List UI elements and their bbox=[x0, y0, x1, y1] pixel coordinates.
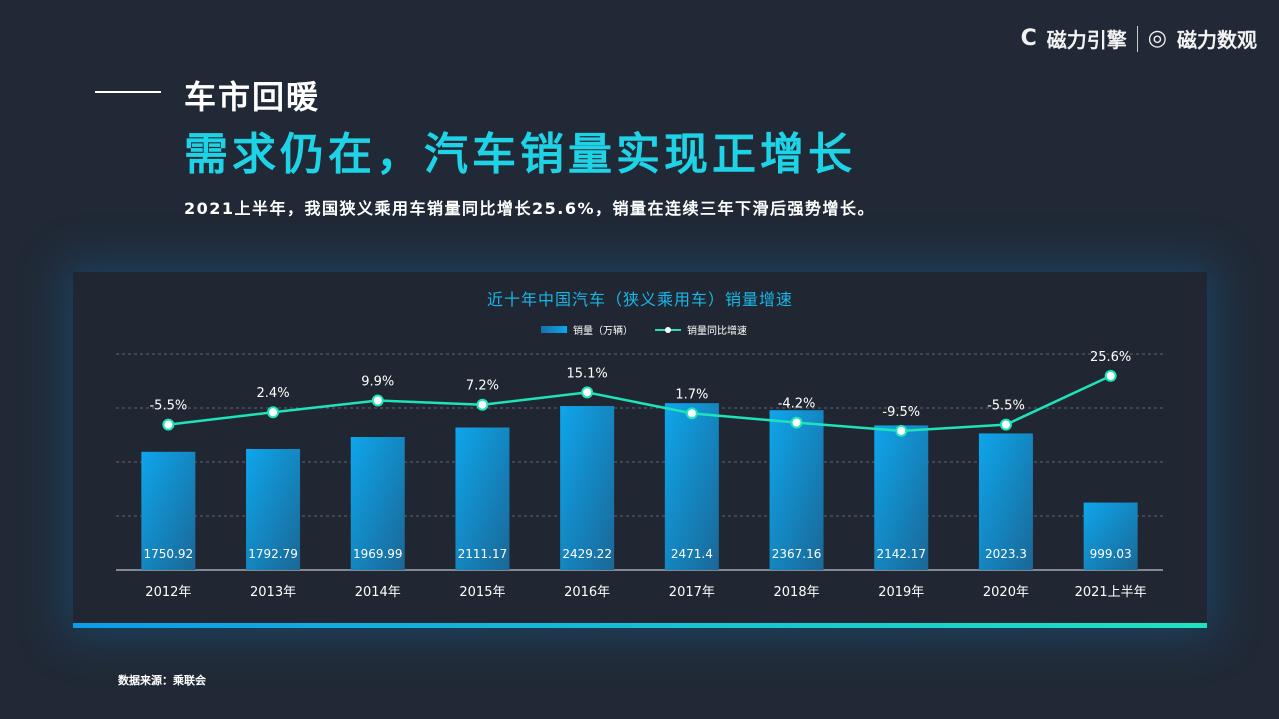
cilishuguan-logo-icon: ◎ bbox=[1147, 26, 1167, 51]
section-kicker: 车市回暖 bbox=[184, 78, 321, 116]
bar-value-label: 1750.92 bbox=[144, 547, 194, 561]
x-tick-label: 2017年 bbox=[669, 585, 715, 600]
growth-point bbox=[267, 406, 280, 419]
growth-label: 15.1% bbox=[566, 366, 607, 381]
bar-value-label: 999.03 bbox=[1090, 547, 1132, 561]
growth-label: -5.5% bbox=[149, 399, 187, 414]
bar-value-label: 2471.4 bbox=[671, 547, 713, 561]
growth-point bbox=[371, 394, 384, 407]
growth-point bbox=[1104, 369, 1117, 382]
chart-svg: 1750.92 2012年 1792.79 2013年 1969.99 2014年 2111… bbox=[116, 350, 1163, 600]
bar bbox=[141, 451, 196, 570]
growth-point bbox=[999, 418, 1012, 431]
growth-label: -9.5% bbox=[882, 405, 920, 420]
logo-divider bbox=[1136, 25, 1138, 52]
x-tick-label: 2019年 bbox=[878, 585, 924, 600]
bar-value-label: 2142.17 bbox=[876, 547, 926, 561]
data-source: 数据来源：乘联会 bbox=[118, 674, 206, 687]
legend-line-swatch bbox=[655, 326, 681, 333]
growth-point bbox=[685, 407, 698, 420]
x-tick-label: 2015年 bbox=[459, 585, 505, 600]
growth-label: 7.2% bbox=[466, 379, 499, 394]
x-tick-label: 2013年 bbox=[250, 585, 296, 600]
bar bbox=[350, 437, 405, 570]
x-tick-label: 2021上半年 bbox=[1075, 585, 1147, 600]
growth-label: 25.6% bbox=[1090, 350, 1131, 365]
growth-line bbox=[168, 374, 1112, 433]
bar-value-label: 1969.99 bbox=[353, 547, 403, 561]
bar bbox=[664, 403, 719, 570]
x-tick-label: 2018年 bbox=[774, 585, 820, 600]
brand1-logo: 磁力引擎 bbox=[1046, 28, 1127, 52]
bar-value-label: 2367.16 bbox=[772, 547, 822, 561]
logos: C 磁力引擎 ◎ 磁力数观 bbox=[1021, 24, 1257, 53]
growth-label: -5.5% bbox=[987, 399, 1025, 414]
bar bbox=[874, 425, 929, 570]
growth-label: 2.4% bbox=[257, 386, 290, 401]
growth-label: 9.9% bbox=[361, 374, 394, 389]
growth-point bbox=[162, 418, 175, 431]
ciliyinqing-logo-icon: C bbox=[1020, 26, 1037, 51]
chart-legend: 销量（万辆） 销量同比增速 bbox=[541, 322, 747, 337]
growth-point bbox=[895, 424, 908, 437]
legend-bar-swatch bbox=[541, 326, 567, 333]
x-tick-label: 2014年 bbox=[355, 585, 401, 600]
bar bbox=[978, 433, 1033, 570]
bar-value-label: 1792.79 bbox=[248, 547, 298, 561]
growth-label: -4.2% bbox=[778, 397, 816, 412]
growth-point bbox=[790, 416, 803, 429]
growth-point bbox=[581, 386, 594, 399]
bar bbox=[246, 448, 301, 570]
bar bbox=[455, 427, 510, 570]
bar-value-label: 2429.22 bbox=[562, 547, 612, 561]
bar bbox=[560, 406, 615, 570]
growth-point bbox=[476, 398, 489, 411]
x-tick-label: 2012年 bbox=[145, 585, 191, 600]
bar bbox=[769, 410, 824, 570]
bar bbox=[1083, 502, 1138, 570]
legend-bar-label: 销量（万辆） bbox=[573, 326, 633, 337]
subtitle: 2021上半年，我国狭义乘用车销量同比增长25.6%，销量在连续三年下滑后强势增… bbox=[184, 199, 876, 218]
brand2-logo: 磁力数观 bbox=[1177, 28, 1257, 52]
legend-line-label: 销量同比增速 bbox=[687, 326, 747, 337]
x-tick-label: 2016年 bbox=[564, 585, 610, 600]
bar-value-label: 2023.3 bbox=[985, 547, 1027, 561]
page-title: 需求仍在，汽车销量实现正增长 bbox=[184, 129, 856, 180]
title-dash bbox=[95, 91, 161, 93]
chart-title: 近十年中国汽车（狭义乘用车）销量增速 bbox=[486, 290, 793, 309]
accent-bar bbox=[73, 623, 1207, 628]
bar-value-label: 2111.17 bbox=[458, 547, 508, 561]
chart-panel: 近十年中国汽车（狭义乘用车）销量增速 销量（万辆） 销量同比增速 1750.92… bbox=[73, 272, 1207, 628]
growth-label: 1.7% bbox=[675, 387, 708, 402]
x-tick-label: 2020年 bbox=[983, 585, 1029, 600]
